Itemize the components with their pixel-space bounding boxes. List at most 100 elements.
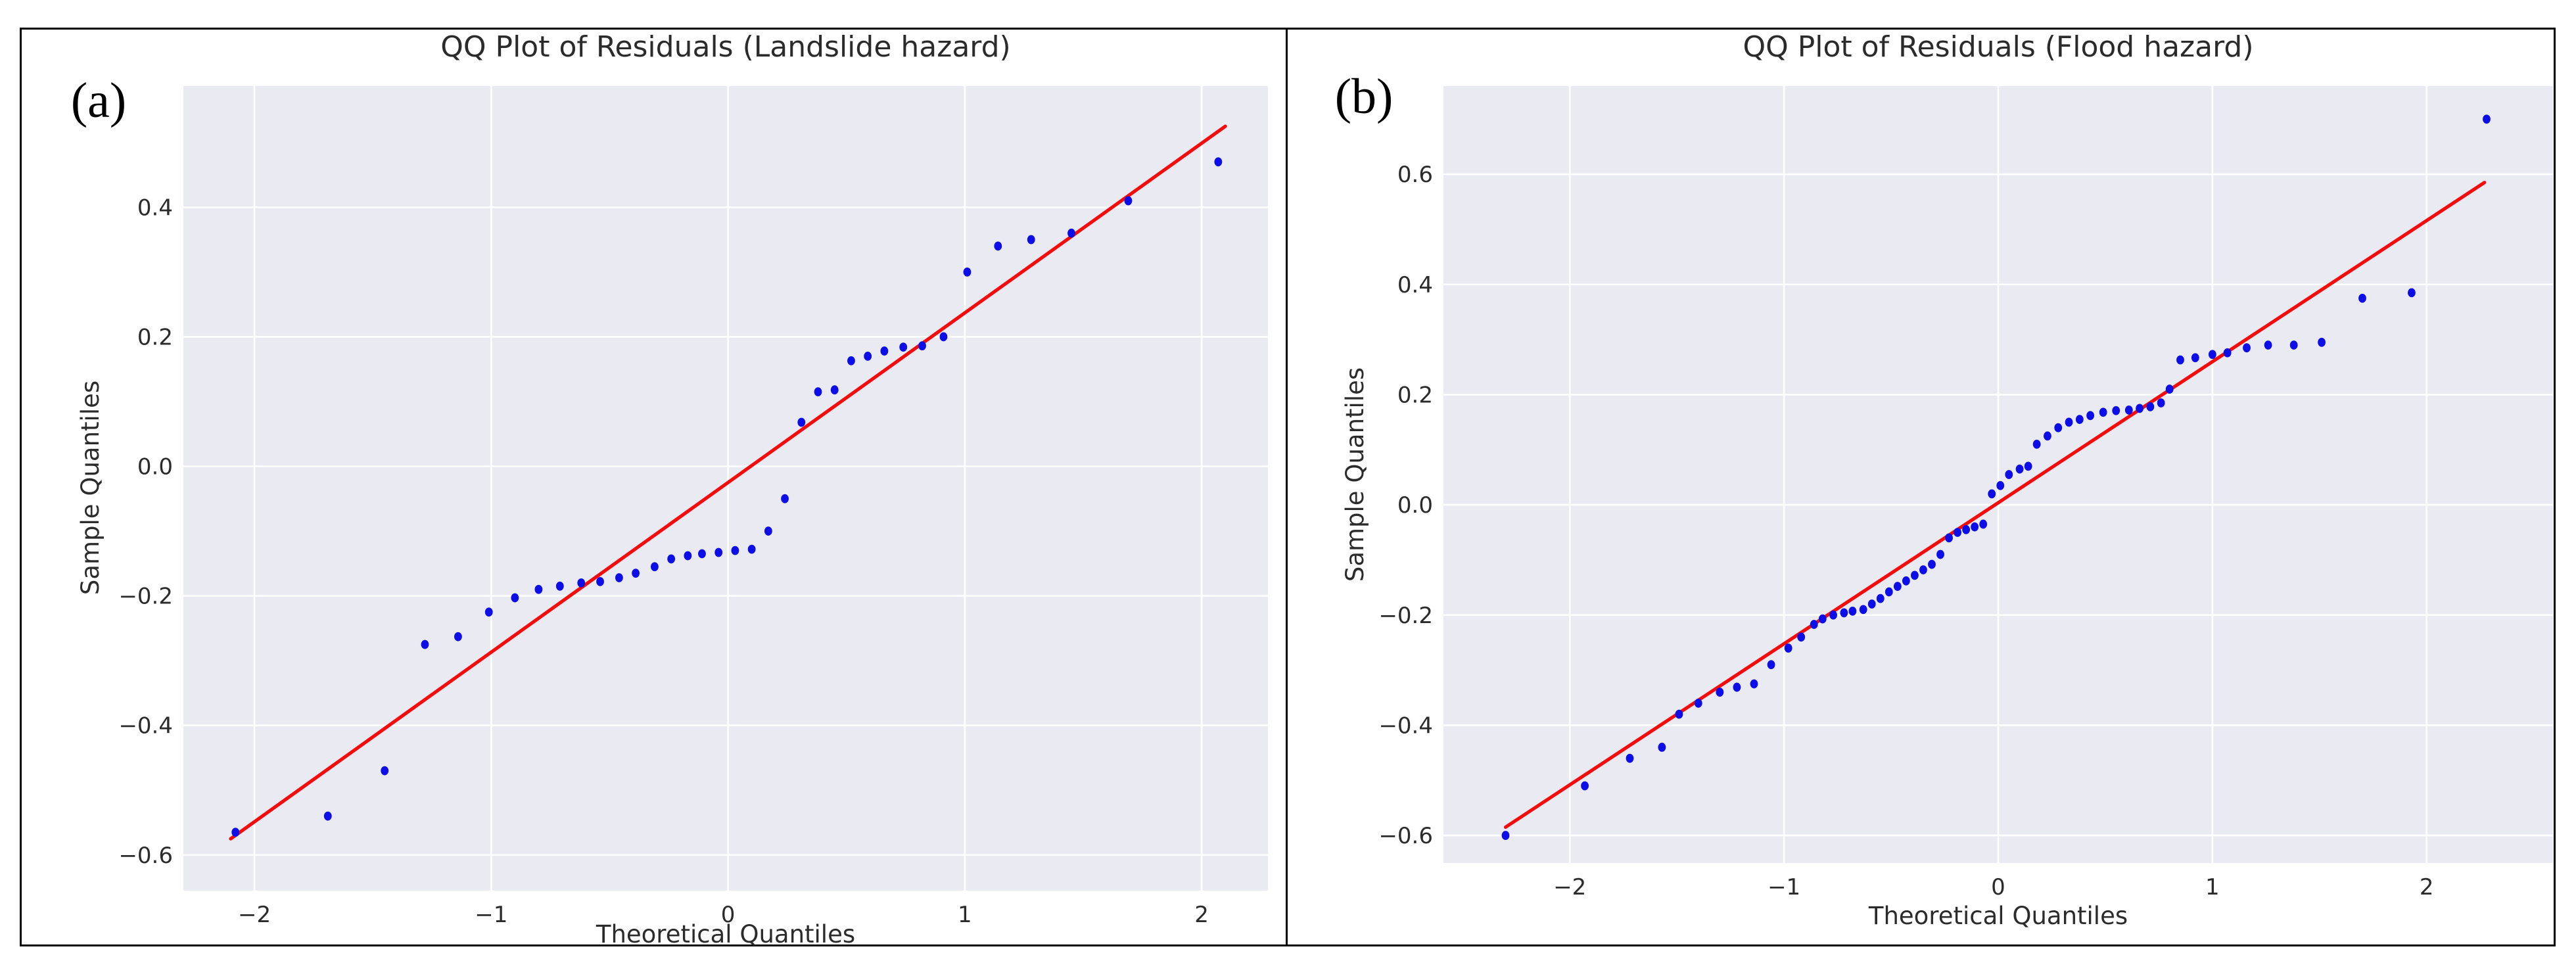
- data-point: [1902, 576, 1910, 586]
- data-point: [830, 385, 839, 395]
- data-point: [2086, 411, 2095, 421]
- data-point: [1848, 606, 1857, 616]
- data-point: [797, 417, 806, 427]
- data-point: [1954, 528, 1961, 537]
- data-point: [684, 551, 692, 561]
- data-point: [555, 581, 564, 591]
- y-tick-label: −0.6: [118, 843, 173, 869]
- data-point: [1027, 235, 1035, 244]
- data-point: [651, 562, 659, 572]
- data-point: [577, 578, 586, 588]
- y-tick-label: 0.2: [1397, 382, 1433, 408]
- data-point: [2075, 415, 2084, 425]
- data-point: [1876, 594, 1885, 603]
- data-point: [2264, 340, 2272, 350]
- data-point: [781, 494, 789, 503]
- panel-label-b: (b): [1334, 69, 1393, 124]
- data-point: [2032, 439, 2041, 449]
- y-tick-label: −0.2: [118, 584, 173, 610]
- x-tick-label: 1: [2205, 874, 2220, 900]
- qq-fit-line: [1503, 181, 2487, 829]
- data-point: [484, 607, 493, 617]
- data-point: [2044, 431, 2051, 441]
- y-tick-label: −0.6: [1378, 823, 1433, 849]
- data-point: [323, 811, 332, 821]
- data-point: [1936, 549, 1944, 559]
- data-point: [1996, 480, 2005, 490]
- y-tick-label: 0.4: [1397, 272, 1433, 298]
- data-point: [2099, 408, 2107, 417]
- data-point: [918, 341, 926, 351]
- data-point: [698, 549, 706, 559]
- plot-area: [183, 86, 1268, 891]
- x-tick-label: 1: [958, 902, 972, 928]
- y-tick-label: 0.0: [137, 454, 173, 480]
- qq-scatter-flood: −2 −1 0 1 2 −0.6 −0.4 −0.2 0.0 0.2 0.4 0.6: [1378, 86, 2553, 900]
- data-point: [2015, 464, 2024, 474]
- chart-title-flood: QQ Plot of Residuals (Flood hazard): [1743, 30, 2254, 64]
- x-tick-label: 0: [721, 902, 736, 928]
- data-point: [963, 267, 972, 277]
- data-point: [714, 547, 723, 557]
- data-point: [2408, 288, 2416, 298]
- data-point: [1784, 643, 1792, 653]
- y-tick-label: −0.2: [1378, 603, 1433, 629]
- data-point: [2289, 340, 2298, 350]
- data-point: [1797, 632, 1806, 642]
- data-point: [534, 584, 543, 594]
- data-point: [2483, 114, 2491, 124]
- data-point: [939, 332, 948, 342]
- data-point: [731, 546, 739, 555]
- data-point: [864, 352, 872, 361]
- data-point: [994, 241, 1002, 251]
- chart-title-landslide: QQ Plot of Residuals (Landslide hazard): [440, 30, 1011, 64]
- y-tick-label: −0.4: [118, 713, 173, 739]
- data-point: [1733, 682, 1741, 692]
- data-point: [2136, 404, 2143, 413]
- data-point: [1911, 570, 1919, 580]
- data-point: [1581, 781, 1589, 791]
- data-point: [421, 640, 429, 649]
- data-point: [1818, 614, 1827, 624]
- data-point: [2054, 423, 2063, 432]
- data-point: [1124, 196, 1133, 206]
- data-point: [1214, 157, 1223, 167]
- data-point: [1859, 605, 1867, 615]
- data-point: [1067, 228, 1075, 238]
- panel-divider: [1286, 28, 1288, 946]
- data-point: [2176, 355, 2184, 365]
- data-point: [1658, 743, 1666, 752]
- data-point: [1928, 559, 1936, 569]
- data-point: [1945, 533, 1953, 543]
- y-tick-label: 0.6: [1397, 162, 1433, 188]
- x-tick-label: −2: [1553, 874, 1586, 900]
- data-point: [1716, 687, 1724, 697]
- data-point: [1885, 587, 1893, 597]
- data-point: [1694, 698, 1702, 708]
- data-point: [764, 526, 772, 536]
- x-axis-label-landslide: Theoretical Quantiles: [596, 920, 856, 948]
- figure-border: [20, 28, 2556, 946]
- data-point: [1919, 565, 1927, 574]
- data-point: [1810, 620, 1818, 629]
- x-tick-label: 2: [1194, 902, 1209, 928]
- data-point: [1750, 679, 1758, 689]
- data-point: [2124, 406, 2133, 415]
- data-point: [1962, 524, 1971, 534]
- data-point: [2157, 398, 2165, 408]
- x-tick-label: −2: [238, 902, 271, 928]
- data-point: [880, 346, 889, 356]
- data-point: [847, 356, 855, 365]
- y-tick-label: −0.4: [1378, 712, 1433, 739]
- data-point: [511, 593, 519, 603]
- data-point: [899, 342, 908, 352]
- data-point: [1840, 608, 1848, 618]
- data-point: [667, 554, 676, 564]
- data-point: [2112, 406, 2120, 415]
- data-point: [2024, 461, 2032, 471]
- data-point: [1988, 489, 1996, 499]
- data-point: [1829, 610, 1837, 620]
- data-point: [1867, 599, 1876, 609]
